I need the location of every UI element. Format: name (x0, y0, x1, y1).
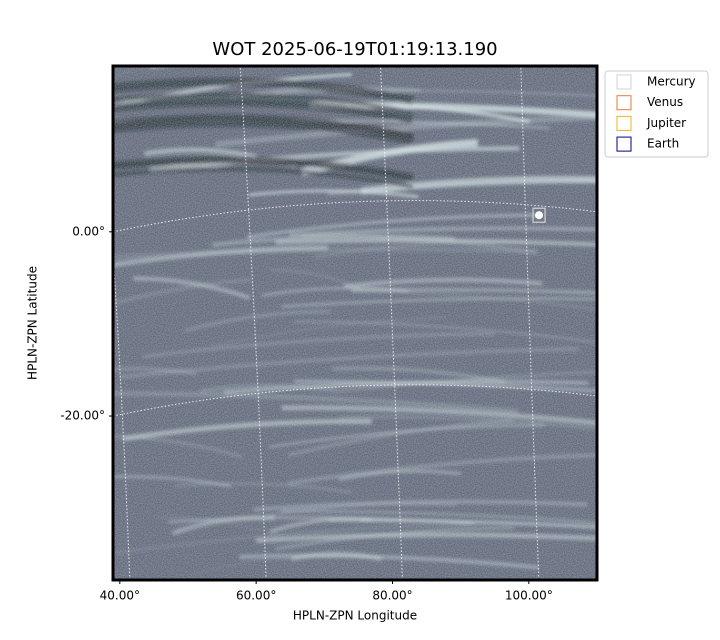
legend-swatch (616, 115, 632, 131)
legend-swatch (616, 74, 632, 90)
markers (532, 207, 546, 223)
ticks: 40.00° 60.00° 80.00° 100.00° 0.00° -20.00° (60, 224, 553, 602)
grid-line (239, 66, 267, 580)
x-tick-label: 60.00° (236, 589, 276, 603)
legend-label: Mercury (647, 75, 696, 89)
legend-items: Mercury Venus Jupiter Earth (616, 74, 696, 152)
legend: Mercury Venus Jupiter Earth (604, 70, 709, 158)
legend-label: Jupiter (646, 116, 686, 130)
planet-marker (532, 207, 546, 223)
grid-line (113, 200, 597, 233)
y-tick-label: -20.00° (60, 409, 105, 423)
image-noise (113, 66, 597, 580)
legend-swatch (616, 95, 632, 111)
legend-label: Earth (647, 137, 679, 151)
y-axis-label: HPLN-ZPN Latitude (26, 266, 40, 380)
chart-title: WOT 2025-06-19T01:19:13.190 (212, 39, 497, 60)
grid-line (379, 66, 403, 580)
x-axis-label: HPLN-ZPN Longitude (293, 609, 417, 623)
legend-box (604, 70, 709, 158)
x-tick-label: 40.00° (100, 589, 140, 603)
x-tick-label: 80.00° (372, 589, 412, 603)
grid-line (520, 66, 540, 580)
legend-label: Venus (647, 95, 683, 109)
grid (113, 66, 597, 580)
grid-line (113, 244, 131, 580)
legend-swatch (616, 136, 632, 152)
y-tick-label: 0.00° (72, 224, 105, 238)
image (113, 66, 597, 580)
grid-line (113, 384, 597, 417)
axes-frame (111, 64, 599, 582)
x-tick-label: 100.00° (505, 589, 553, 603)
planet-glow (535, 211, 544, 220)
